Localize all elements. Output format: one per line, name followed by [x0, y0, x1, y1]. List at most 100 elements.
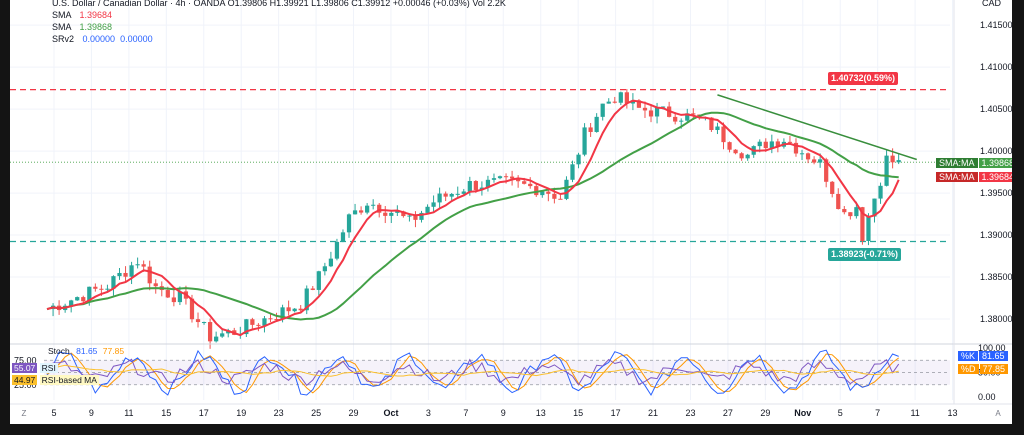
stoch-d-value: 77.85 [102, 346, 125, 356]
price-axis-label: 1.41500 [980, 20, 1012, 30]
candle-body [691, 113, 696, 115]
candle-body [419, 212, 424, 220]
k-scale-tag: %K 81.65 [958, 350, 1008, 362]
candle-body [220, 333, 225, 337]
candle-body [81, 297, 86, 302]
rsi-ma-line [46, 364, 899, 377]
candle-body [437, 193, 442, 203]
d-scale-value: 77.85 [979, 364, 1009, 374]
currency-label: CAD [982, 0, 1002, 8]
candle-body [612, 101, 617, 103]
candle-body [679, 120, 684, 122]
candle-body [830, 181, 835, 194]
candle-body [413, 215, 418, 220]
candle-body [99, 288, 104, 290]
stoch-k-value: 81.65 [76, 346, 98, 356]
price-axis-label: 1.40000 [980, 146, 1012, 156]
candle-body [298, 308, 303, 311]
timezone-toggle: Z [22, 409, 27, 418]
sma-red-scale-value: 1.39684 [978, 172, 1012, 182]
axes: 1.41500 1.41000 1.40500 1.40000 1.39500 1.390… [10, 0, 1012, 418]
sma-green-line [46, 111, 899, 321]
candle-body [292, 308, 297, 312]
candle-body [787, 141, 793, 143]
candle-body [805, 153, 811, 160]
chart-canvas[interactable]: 1.41500 1.41000 1.40500 1.40000 1.39500 1.390… [10, 0, 1012, 424]
candle-body [153, 283, 158, 287]
candle-body [473, 181, 478, 190]
candle-body [799, 153, 805, 155]
candle-body [322, 266, 327, 272]
legend-sma-green[interactable]: SMA 1.39868 [52, 21, 112, 33]
chart-svg[interactable]: 1.41500 1.41000 1.40500 1.40000 1.39500 1.390… [10, 0, 1012, 424]
price-axis-label: 1.39500 [980, 188, 1012, 198]
resistance-level-tag: 1.40732(0.59%) [828, 72, 899, 85]
candle-body [340, 232, 346, 242]
k-scale-label: %K [958, 351, 979, 361]
osc-legend-stoch[interactable]: Stoch 81.65 77.85 [18, 345, 124, 357]
candle-body [842, 209, 847, 213]
candle-body [673, 116, 678, 122]
candle-body [848, 212, 853, 217]
candle-body [87, 286, 92, 302]
osc-legend-rsi[interactable]: 55.07 RSI [12, 362, 58, 374]
legend-srv2-label: SRv2 [52, 34, 75, 44]
rsi-ma-label: RSI-based MA [39, 375, 99, 385]
candle-body [195, 319, 201, 323]
stoch-k-line [46, 349, 899, 397]
candle-body [346, 214, 352, 233]
time-axis-label: 17 [611, 408, 621, 418]
time-axis-label: 13 [948, 408, 958, 418]
candle-body [624, 92, 629, 104]
rsi-value-tag: 55.07 [12, 363, 38, 373]
candle-body [793, 142, 799, 154]
legend-sma-red[interactable]: SMA 1.39684 [52, 9, 112, 21]
candle-body [648, 110, 654, 117]
price-axis-label: 1.39000 [980, 230, 1012, 240]
time-axis-label: 15 [573, 408, 583, 418]
candle-body [588, 127, 593, 132]
time-axis-label: 23 [685, 408, 695, 418]
candle-body [395, 211, 400, 213]
candle-body [377, 204, 382, 213]
candle-body [268, 318, 273, 320]
candle-body [69, 300, 74, 306]
stoch-label: Stoch [48, 346, 70, 356]
time-axis-label: 5 [51, 408, 56, 418]
candle-body [250, 319, 255, 325]
candle-body [757, 141, 762, 147]
time-axis-label: 27 [723, 408, 733, 418]
candle-body [854, 207, 859, 217]
candle-body [189, 298, 195, 320]
candle-body [328, 258, 334, 267]
candle-body [207, 322, 213, 342]
sma-red-line [46, 99, 900, 337]
candle-body [769, 141, 774, 149]
candle-body [171, 297, 176, 303]
candle-body [449, 194, 454, 197]
candle-body [467, 181, 472, 192]
legend-srv2[interactable]: SRv2 0.00000 0.00000 [52, 33, 153, 45]
candle-body [721, 126, 726, 143]
candle-body [727, 142, 732, 150]
time-axis-label: 11 [124, 408, 133, 418]
osc-legend-rsi-ma[interactable]: 44.97 RSI-based MA [12, 374, 99, 386]
candle-body [896, 160, 901, 163]
candle-body [401, 211, 406, 217]
candle-body [872, 198, 877, 217]
candle-body [455, 193, 460, 195]
moving-averages [46, 94, 918, 337]
legend-sma-green-label: SMA [52, 22, 72, 32]
candle-body [214, 336, 219, 342]
grid [10, 0, 954, 400]
candle-body [685, 113, 690, 121]
rsi-line [46, 358, 900, 387]
candle-body [262, 318, 267, 326]
candle-body [660, 106, 666, 108]
sma-green-scale-value: 1.39868 [978, 158, 1012, 168]
time-axis-label: 7 [875, 408, 880, 418]
price-axis-label: 1.38000 [980, 314, 1012, 324]
osc-left-level: 75.00 [14, 355, 37, 365]
price-axis-label: 1.38500 [980, 272, 1012, 282]
